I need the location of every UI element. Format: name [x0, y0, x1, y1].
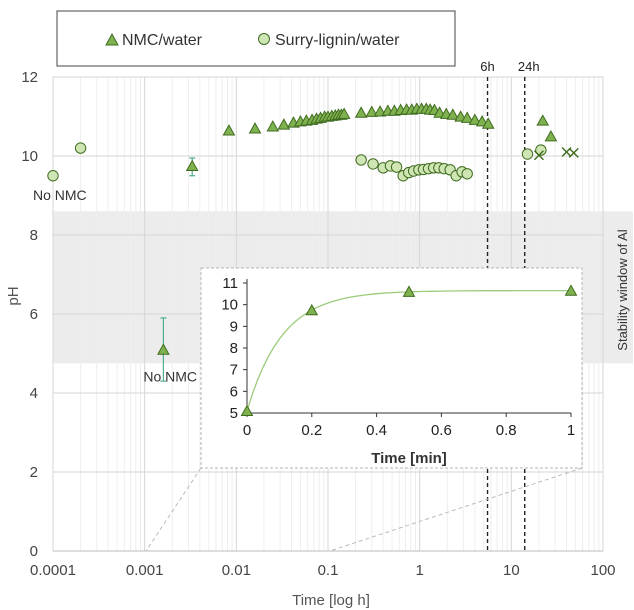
inset-x-tick-label: 0.4: [366, 422, 387, 439]
annotation-layer: No NMC No NMC: [33, 187, 197, 385]
y-tick-label: 12: [21, 69, 38, 86]
nmc-water-point: [481, 117, 495, 129]
nmc-water-point: [468, 113, 482, 125]
x-tick-label: 1: [415, 562, 423, 579]
nmc-water-point: [248, 122, 262, 134]
inset-nmc-water-point: [564, 284, 578, 296]
legend-marker-surry-lignin-water: [258, 33, 270, 45]
x-tick-label: 0.1: [318, 562, 339, 579]
no-nmc-annotation: No NMC: [33, 187, 87, 203]
surry-lignin-water-point: [74, 142, 87, 154]
cross-stroke: [533, 150, 544, 161]
x-tick-label: 0.01: [222, 562, 251, 579]
cross-point: [568, 147, 579, 158]
nmc-water-point: [354, 106, 368, 118]
vline-label-24h: 24h: [518, 59, 540, 74]
vline-label-6h: 6h: [480, 59, 494, 74]
inset-nmc-water-point: [402, 285, 416, 297]
nmc-water-point: [544, 129, 558, 142]
legend-label-nmc-water: NMC/water: [122, 32, 203, 49]
nmc-water-point: [460, 111, 474, 123]
surry-lignin-water-point: [461, 168, 473, 180]
vline-layer: 6h 24h: [480, 59, 540, 551]
nmc-water-point: [446, 108, 460, 120]
nmc-water-point: [222, 124, 236, 136]
surry-lignin-water-point: [355, 154, 367, 166]
cross-point: [533, 150, 544, 161]
inset-y-tick-label: 10: [221, 297, 238, 314]
inset-y-tick-label: 11: [222, 275, 238, 292]
y-tick-label: 2: [30, 464, 38, 481]
zoom-guide-line: [329, 467, 583, 552]
nmc-water-point: [475, 114, 489, 127]
nmc-water-point: [277, 118, 291, 130]
surry-lignin-water-point: [521, 148, 534, 160]
x-tick-label: 100: [590, 562, 615, 579]
surry-lignin-water-point: [47, 170, 59, 182]
inset-x-tick-label: 0.6: [431, 422, 452, 439]
x-tick-label: 0.0001: [30, 562, 76, 579]
zoom-guide-line: [145, 467, 202, 552]
legend: NMC/water Surry-lignin/water: [56, 10, 456, 67]
y-tick-label: 4: [30, 385, 38, 402]
x-tick-label: 0.001: [126, 562, 164, 579]
nmc-water-point: [337, 107, 351, 119]
y-tick-label: 6: [30, 306, 38, 323]
grid-layer: [52, 76, 604, 552]
x-axis-title: Time [log h]: [292, 592, 370, 609]
legend-label-surry-lignin-water: Surry-lignin/water: [275, 32, 400, 49]
y-tick-label: 0: [30, 543, 38, 560]
surry-lignin-water-point: [535, 144, 547, 156]
inset-y-tick-label: 6: [230, 383, 238, 400]
inset-y-tick-label: 8: [230, 340, 238, 357]
inset-x-tick-label: 1: [567, 422, 575, 439]
inset-x-axis-title: Time [min]: [371, 450, 447, 467]
no-nmc-annotation: No NMC: [143, 369, 197, 385]
y-tick-label: 10: [21, 148, 38, 165]
nmc-water-point: [157, 343, 170, 355]
legend-marker-nmc-water: [105, 32, 119, 46]
nmc-water-point: [536, 114, 550, 126]
inset-y-tick-label: 9: [230, 318, 238, 335]
inset-zoom-guides: [145, 467, 583, 552]
nmc-water-point: [185, 159, 199, 172]
inset-frame: [200, 267, 583, 469]
inset-x-tick-label: 0: [243, 422, 251, 439]
nmc-water-point: [266, 120, 280, 132]
inset-nmc-water-point: [240, 404, 254, 417]
y-axis-title: pH: [5, 286, 22, 305]
legend-frame: [56, 10, 456, 67]
surry-lignin-water-point: [367, 158, 379, 170]
inset-chart: 5 6 7 8 9 10 11 0 0.2 0.4 0.6 0.8 1 Time [min]: [200, 267, 583, 469]
nmc-water-point: [365, 105, 379, 117]
surry-lignin-water-point: [390, 161, 403, 173]
series-layer: [47, 102, 579, 355]
inset-y-tick-label: 5: [230, 405, 238, 422]
x-tick-label: 10: [503, 562, 520, 579]
inset-y-tick-label: 7: [230, 362, 238, 379]
inset-x-tick-label: 0.8: [496, 422, 517, 439]
inset-plot-layer: 5 6 7 8 9 10 11 0 0.2 0.4 0.6 0.8 1: [221, 275, 578, 439]
inset-nmc-water-point: [305, 303, 319, 316]
stability-window-label: Stability window of Al: [615, 229, 630, 351]
cross-stroke: [568, 147, 579, 158]
y-tick-label: 8: [30, 227, 38, 244]
inset-x-tick-label: 0.2: [301, 422, 322, 439]
